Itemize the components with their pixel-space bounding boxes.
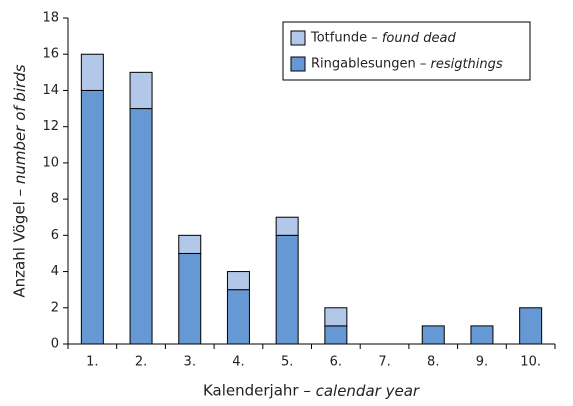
bar-segment — [80, 89, 104, 345]
x-tick-label: 8. — [427, 355, 439, 370]
legend-swatch — [290, 30, 306, 46]
y-tick-label: 0 — [51, 337, 59, 352]
x-tick-label: 1. — [86, 355, 98, 370]
bar-segment — [178, 252, 202, 345]
bar-segment — [470, 325, 494, 345]
x-tick-label: 5. — [281, 355, 293, 370]
bar-segment — [275, 234, 299, 345]
bar-segment — [129, 71, 153, 110]
legend-label: Ringablesungen – resigthings — [311, 57, 503, 72]
y-tick-label: 16 — [42, 47, 59, 62]
x-tick-label: 10. — [520, 355, 541, 370]
bar-segment — [178, 234, 202, 254]
x-tick-label: 6. — [330, 355, 342, 370]
bar-segment — [421, 325, 445, 345]
legend-label: Totfunde – found dead — [310, 31, 456, 46]
bar-segment — [324, 307, 348, 327]
bar-segment — [80, 53, 104, 91]
bar-segment — [226, 289, 250, 345]
legend-swatch — [290, 56, 306, 72]
bar-segment — [226, 271, 250, 291]
y-tick-label: 2 — [51, 300, 59, 315]
x-tick-label: 2. — [135, 355, 147, 370]
y-tick-label: 12 — [42, 119, 59, 134]
y-tick-label: 8 — [51, 192, 59, 207]
x-tick-label: 3. — [184, 355, 196, 370]
legend-box — [282, 21, 531, 81]
x-axis-title: Kalenderjahr – calendar year — [203, 382, 420, 400]
x-tick-label: 9. — [476, 355, 488, 370]
bar-segment — [129, 108, 153, 345]
y-tick-label: 14 — [42, 83, 59, 98]
bar-segment — [324, 325, 348, 345]
y-tick-label: 18 — [42, 11, 59, 26]
x-tick-label: 7. — [378, 355, 390, 370]
y-tick-label: 6 — [51, 228, 59, 243]
bar-segment — [275, 216, 299, 236]
x-tick-label: 4. — [232, 355, 244, 370]
bar-segment — [519, 307, 543, 345]
y-tick-label: 10 — [42, 155, 59, 170]
y-axis-title: Anzahl Vögel – number of birds — [11, 64, 29, 297]
y-tick-label: 4 — [51, 264, 59, 279]
